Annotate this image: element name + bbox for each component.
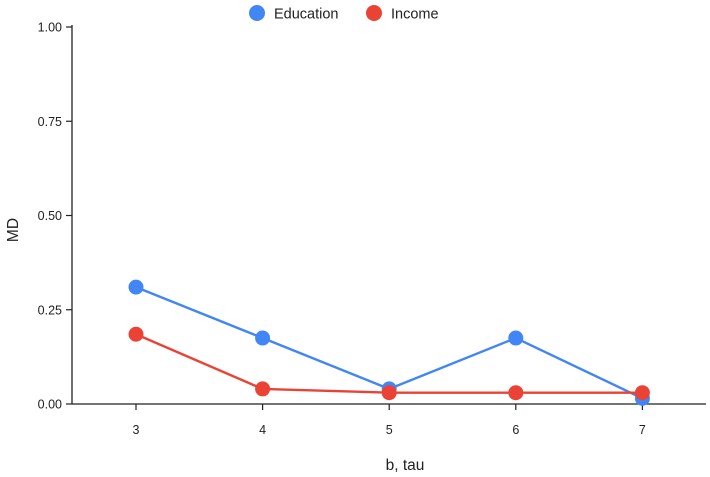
series-income	[128, 326, 650, 401]
x-tick-label: 4	[259, 423, 266, 437]
y-tick-label: 0.75	[38, 115, 62, 129]
data-point	[255, 381, 271, 397]
y-tick-label: 0.25	[38, 303, 62, 317]
legend: Education Income	[249, 5, 439, 23]
x-tick-label: 6	[512, 423, 519, 437]
data-point	[508, 385, 524, 401]
x-tick-label: 7	[639, 423, 646, 437]
series-layer	[128, 279, 650, 406]
legend-item-income: Income	[366, 5, 439, 23]
legend-label: Income	[391, 7, 439, 23]
axes: 0.00 0.25 0.50 0.75 1.00 3 4 5 6 7 b, tau MD	[5, 21, 706, 474]
x-tick-label: 5	[386, 423, 393, 437]
y-axis-title: MD	[5, 218, 22, 242]
y-tick-label: 1.00	[38, 21, 62, 35]
data-point	[381, 385, 397, 401]
legend-item-education: Education	[249, 5, 339, 23]
x-tick-label: 3	[133, 423, 140, 437]
x-axis-title: b, tau	[386, 457, 425, 474]
data-point	[255, 330, 271, 346]
y-tick-label: 0.50	[38, 209, 62, 223]
legend-marker	[249, 5, 265, 21]
data-point	[508, 330, 524, 346]
legend-label: Education	[274, 7, 339, 23]
x-axis-ticks: 3 4 5 6 7	[133, 404, 646, 437]
data-point	[634, 385, 650, 401]
y-tick-label: 0.00	[38, 398, 62, 412]
data-point	[128, 279, 144, 295]
legend-marker	[366, 5, 382, 21]
data-point	[128, 326, 144, 342]
y-axis-ticks: 0.00 0.25 0.50 0.75 1.00	[38, 21, 72, 412]
